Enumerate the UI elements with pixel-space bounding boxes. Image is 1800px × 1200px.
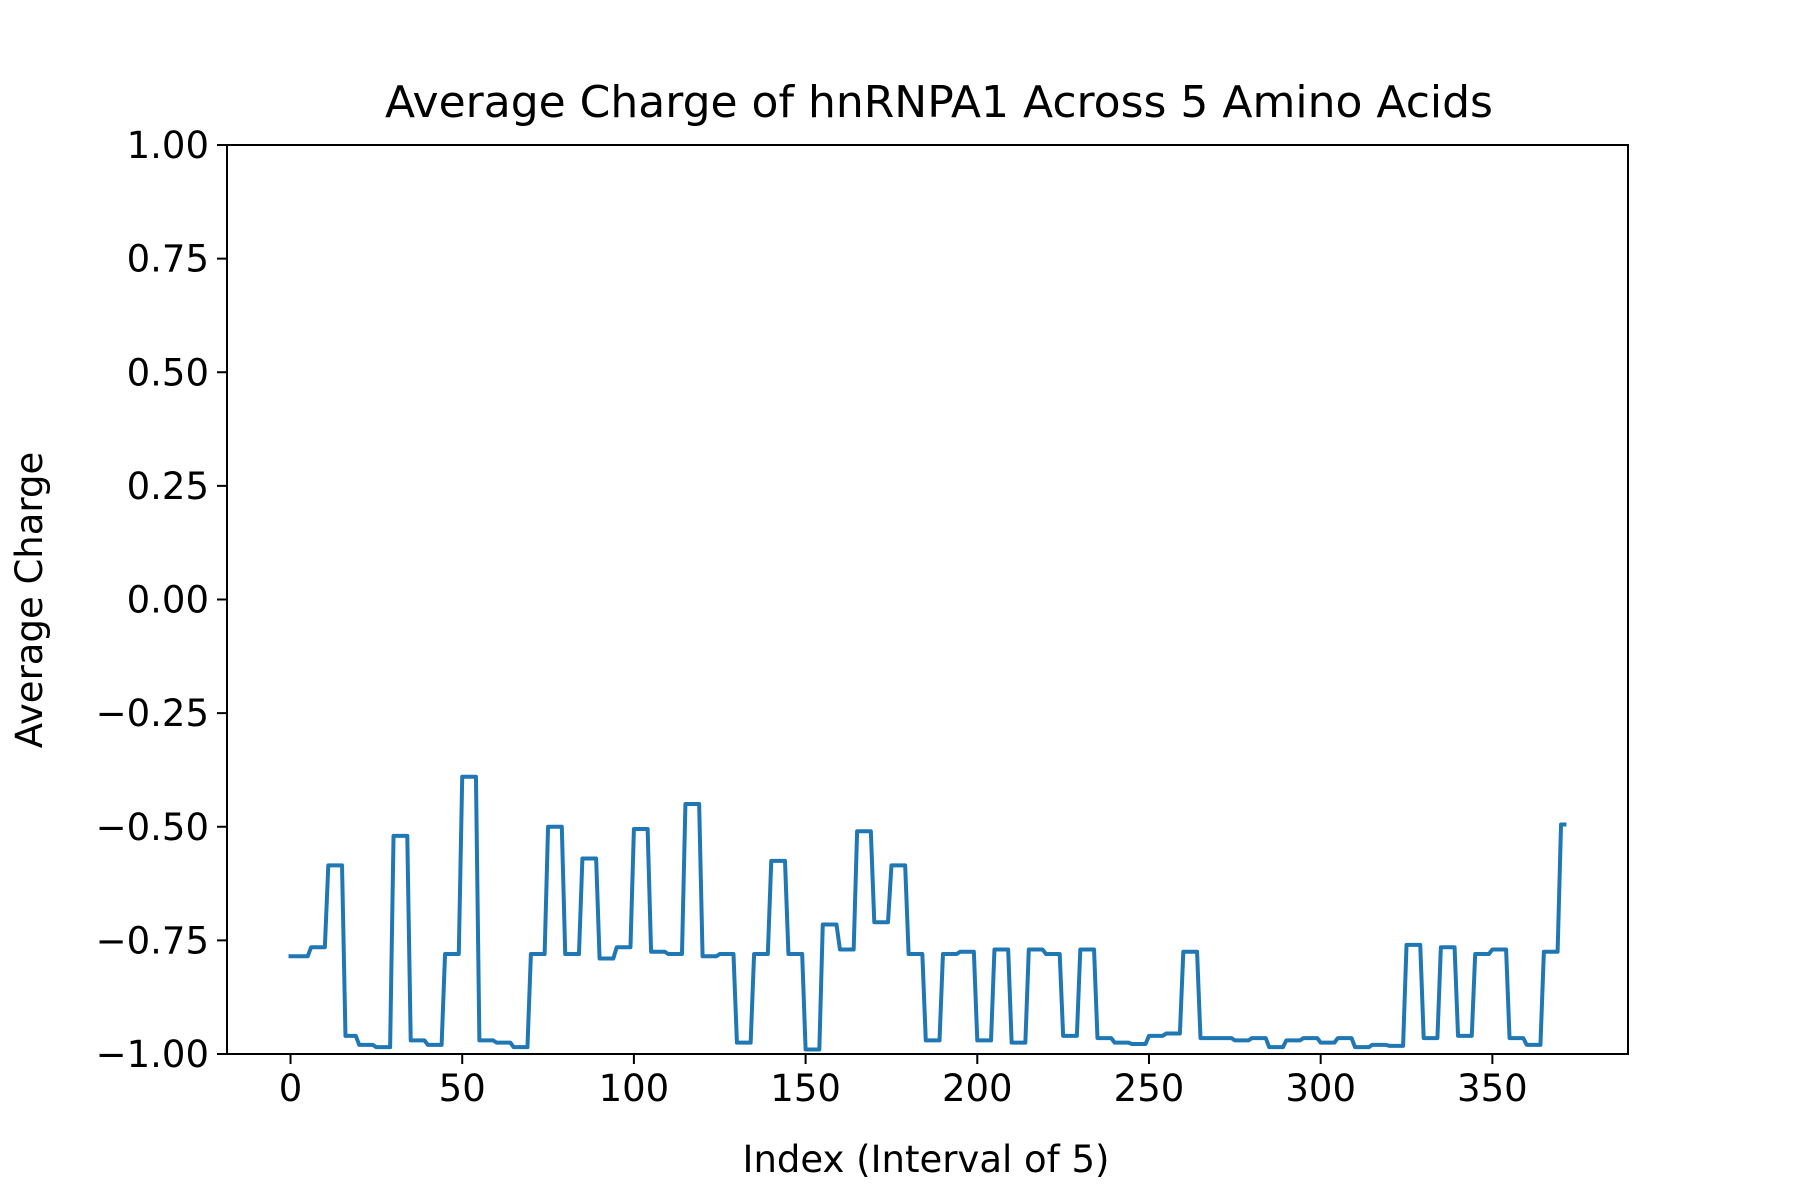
x-tick-label: 150: [770, 1067, 841, 1110]
series-line: [288, 774, 1567, 1052]
y-tick-label: 1.00: [127, 124, 209, 167]
y-tick-label: −0.50: [96, 806, 209, 849]
y-tick-label: 0.75: [127, 238, 209, 281]
x-axis-label: Index (Interval of 5): [743, 1138, 1110, 1181]
x-tick-label: 50: [439, 1067, 486, 1110]
plot-area: [226, 144, 1629, 1055]
axes-frame: [226, 144, 1629, 1055]
x-tick-label: 350: [1457, 1067, 1528, 1110]
chart-title: Average Charge of hnRNPA1 Across 5 Amino…: [385, 77, 1493, 128]
x-tick-label: 200: [942, 1067, 1013, 1110]
y-tick-label: −1.00: [96, 1033, 209, 1076]
y-tick-label: 0.25: [127, 465, 209, 508]
y-tick-label: −0.25: [96, 692, 209, 735]
x-axis-ticks: 0 50 100 150 200 250 300 350: [279, 1054, 1528, 1110]
y-tick-label: −0.75: [96, 919, 209, 962]
x-tick-label: 100: [599, 1067, 670, 1110]
y-tick-label: 0.50: [127, 351, 209, 394]
x-tick-label: 0: [279, 1067, 303, 1110]
y-axis-ticks: 1.00 0.75 0.50 0.25 0.00 −0.25 −0.50 −0.75 −1.00: [96, 124, 227, 1076]
y-axis-label: Average Charge: [8, 452, 51, 748]
x-tick-label: 250: [1114, 1067, 1185, 1110]
x-tick-label: 300: [1285, 1067, 1356, 1110]
y-tick-label: 0.00: [127, 579, 209, 622]
